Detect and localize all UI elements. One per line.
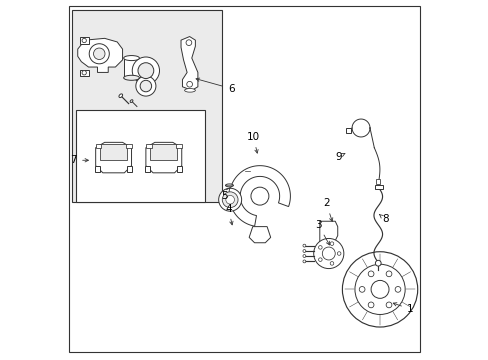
Polygon shape (145, 142, 182, 173)
Polygon shape (145, 166, 150, 172)
Circle shape (367, 302, 373, 308)
Polygon shape (127, 166, 132, 172)
Circle shape (386, 302, 391, 308)
Text: 7: 7 (70, 155, 88, 165)
Circle shape (318, 258, 322, 261)
Circle shape (313, 238, 343, 269)
Text: 4: 4 (224, 204, 233, 225)
Bar (123, 58, 139, 78)
Bar (374, 185, 382, 189)
Text: 5: 5 (220, 188, 229, 201)
Polygon shape (249, 226, 270, 243)
Bar (80, 37, 88, 44)
Circle shape (329, 242, 333, 246)
Circle shape (93, 48, 105, 59)
Text: 10: 10 (246, 132, 260, 153)
Circle shape (322, 247, 335, 260)
Circle shape (185, 40, 191, 45)
Circle shape (218, 188, 241, 211)
Bar (76, 110, 204, 202)
Polygon shape (95, 166, 100, 172)
Polygon shape (229, 166, 290, 226)
Circle shape (132, 57, 159, 84)
Text: 6: 6 (196, 78, 234, 94)
Circle shape (303, 249, 305, 252)
Polygon shape (177, 166, 182, 172)
Circle shape (367, 271, 373, 277)
Polygon shape (78, 39, 122, 72)
Text: 1: 1 (392, 303, 413, 314)
Circle shape (318, 246, 322, 249)
Circle shape (386, 271, 391, 277)
Bar (125, 144, 131, 148)
Polygon shape (319, 221, 337, 250)
Text: 9: 9 (334, 152, 344, 162)
Circle shape (250, 187, 268, 205)
Polygon shape (100, 144, 127, 160)
Text: 8: 8 (379, 214, 388, 224)
Circle shape (140, 80, 151, 92)
Bar (346, 128, 350, 134)
Circle shape (82, 71, 86, 75)
Circle shape (222, 192, 238, 208)
Polygon shape (150, 144, 177, 160)
Ellipse shape (123, 55, 139, 60)
Text: 2: 2 (322, 198, 332, 221)
Circle shape (186, 81, 192, 87)
Circle shape (329, 262, 333, 265)
Circle shape (359, 287, 364, 292)
Ellipse shape (123, 75, 139, 80)
Bar (96, 144, 101, 148)
Circle shape (337, 252, 340, 255)
Ellipse shape (119, 94, 122, 98)
Ellipse shape (184, 89, 195, 92)
Circle shape (375, 260, 380, 266)
Circle shape (136, 76, 156, 96)
Polygon shape (181, 37, 198, 90)
Circle shape (354, 264, 405, 315)
Bar (145, 144, 151, 148)
Circle shape (370, 280, 388, 298)
Bar (80, 69, 88, 76)
Bar (72, 10, 221, 202)
Polygon shape (96, 142, 131, 173)
Ellipse shape (225, 184, 233, 187)
Circle shape (138, 63, 153, 78)
Text: 3: 3 (314, 220, 329, 245)
Circle shape (303, 255, 305, 257)
Circle shape (82, 39, 86, 42)
Circle shape (89, 44, 109, 64)
Circle shape (225, 195, 234, 204)
Circle shape (303, 244, 305, 247)
Bar (176, 144, 182, 148)
Circle shape (303, 260, 305, 263)
Circle shape (394, 287, 400, 292)
Bar (376, 179, 379, 184)
Circle shape (342, 252, 417, 327)
Ellipse shape (130, 100, 133, 103)
